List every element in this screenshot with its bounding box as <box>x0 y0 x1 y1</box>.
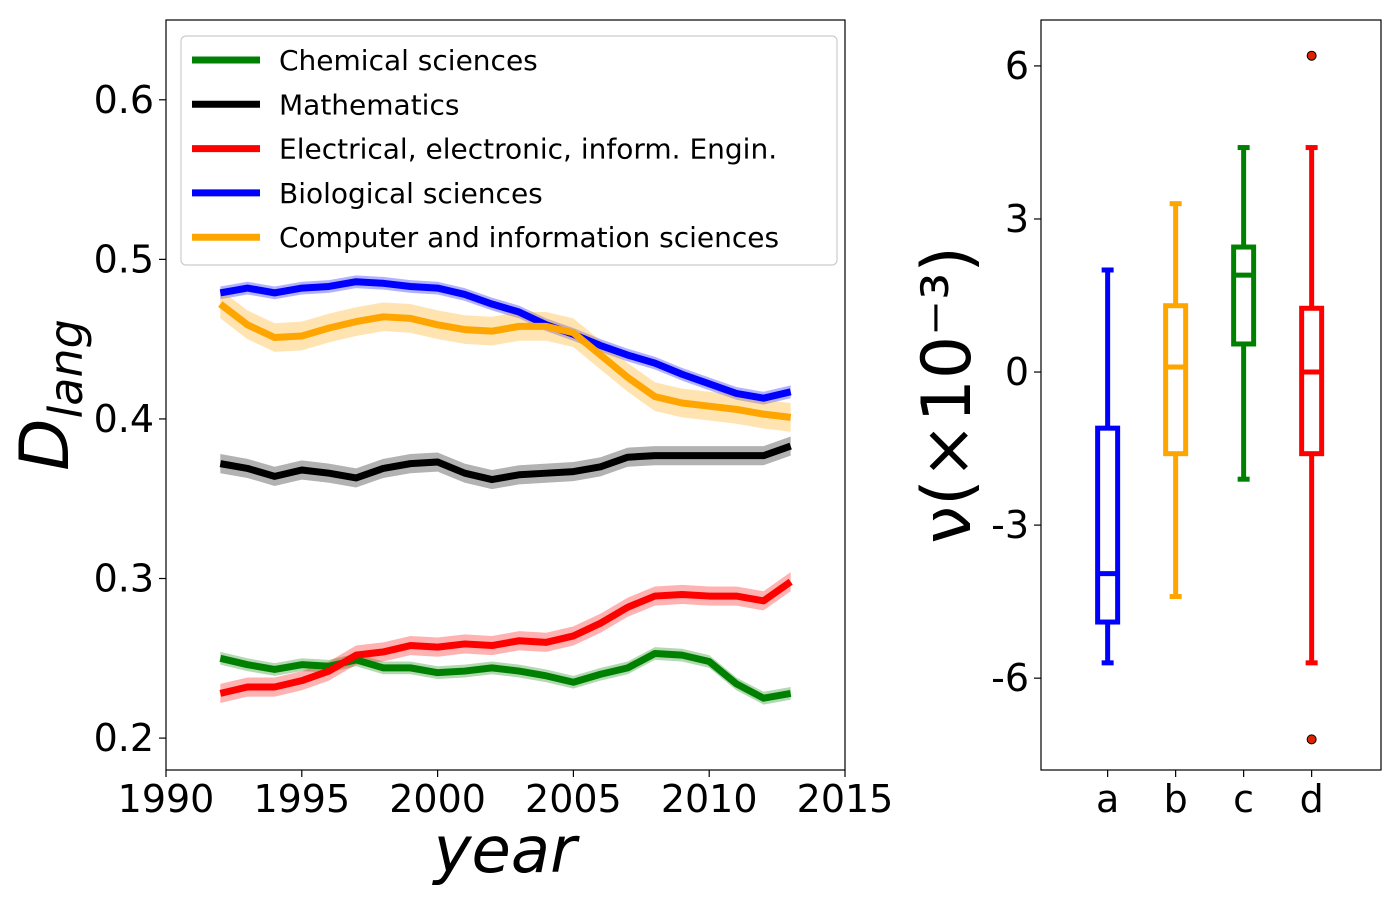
box-c <box>1231 145 1257 482</box>
x-tick-label: 2015 <box>797 777 894 821</box>
x-tick-label-a: a <box>1096 777 1119 821</box>
y-tick-label: -3 <box>991 503 1029 547</box>
legend-label-biological-sciences: Biological sciences <box>279 177 543 210</box>
legend-label-mathematics: Mathematics <box>279 88 459 121</box>
line-chart-y-axis-label-main: D <box>6 418 85 470</box>
box-plot-y-axis-label: ν(×10⁻³) <box>908 246 987 544</box>
legend-label-chemical-sciences: Chemical sciences <box>279 44 538 77</box>
box-a <box>1095 267 1121 666</box>
y-tick-label: 0.5 <box>94 237 154 281</box>
y-tick-label: 0 <box>1005 350 1029 394</box>
series-line-biological-sciences <box>219 278 792 402</box>
box-iqr <box>1299 305 1325 457</box>
x-tick-label: 1995 <box>253 777 350 821</box>
line-chart-y-axis-label-subscript: lang <box>39 319 93 418</box>
line-chart-x-ticks: 1990 1995 2000 2005 2010 2015 <box>118 770 894 821</box>
line-chart-legend: Chemical sciences Mathematics Electrical, … <box>180 35 838 266</box>
x-tick-label: 2010 <box>661 777 758 821</box>
legend-box <box>180 35 838 266</box>
box-plot-frame <box>1040 19 1382 771</box>
y-tick-label: 0.3 <box>94 557 154 601</box>
x-tick-label-c: c <box>1233 777 1254 821</box>
y-tick-label: -6 <box>991 656 1029 700</box>
series-line-chemical-sciences <box>219 650 792 702</box>
y-tick-label: 0.6 <box>94 78 154 122</box>
band-computer-and-information-sciences <box>220 289 791 432</box>
series-line-mathematics <box>219 442 792 484</box>
box-plot-boxes <box>1095 50 1325 745</box>
box-plot-chart: -6 -3 0 3 6 a b c d ν(×10⁻³) <box>908 19 1382 821</box>
series-line-electrical-electronic-inform-engin <box>219 578 793 697</box>
legend-items: Chemical sciences Mathematics Electrical, … <box>192 44 779 254</box>
y-tick-label: 3 <box>1005 197 1029 241</box>
box-plot-y-ticks: -6 -3 0 3 6 <box>991 44 1041 700</box>
box-plot-y-axis-label-text: ν(×10⁻³) <box>908 246 987 544</box>
x-tick-label: 2000 <box>389 777 486 821</box>
line-chart-y-ticks: 0.2 0.3 0.4 0.5 0.6 <box>94 78 166 760</box>
line-chart-x-axis-label: year <box>432 814 580 888</box>
box-iqr <box>1163 303 1189 457</box>
y-tick-label: 0.4 <box>94 397 154 441</box>
line-chart-plot-frame <box>165 19 846 771</box>
line-chart: 1990 1995 2000 2005 2010 2015 0.2 0.3 0.4 0.5 0.6… <box>6 19 894 888</box>
y-tick-label: 0.2 <box>94 716 154 760</box>
x-tick-label-b: b <box>1164 777 1188 821</box>
outlier-point <box>1306 734 1317 745</box>
box-iqr <box>1231 244 1257 347</box>
line-chart-x-axis-label-text: year <box>432 814 580 888</box>
box-b <box>1163 201 1189 600</box>
band-electrical-electronic-inform-engin <box>220 572 791 703</box>
series-line-computer-and-information-sciences <box>218 301 792 421</box>
box-iqr <box>1095 425 1121 625</box>
legend-label-electrical-electronic-inform-engin: Electrical, electronic, inform. Engin. <box>279 133 777 166</box>
legend-label-computer-and-information-sciences: Computer and information sciences <box>279 221 779 254</box>
x-tick-label-d: d <box>1300 777 1324 821</box>
x-tick-label: 2005 <box>525 777 622 821</box>
line-chart-y-axis-label: Dlang <box>6 319 93 471</box>
box-d <box>1299 50 1325 745</box>
line-chart-series-lines <box>218 278 793 702</box>
outlier-point <box>1306 50 1317 61</box>
y-tick-label: 6 <box>1005 44 1029 88</box>
box-plot-x-ticks: a b c d <box>1096 770 1324 821</box>
x-tick-label: 1990 <box>118 777 215 821</box>
